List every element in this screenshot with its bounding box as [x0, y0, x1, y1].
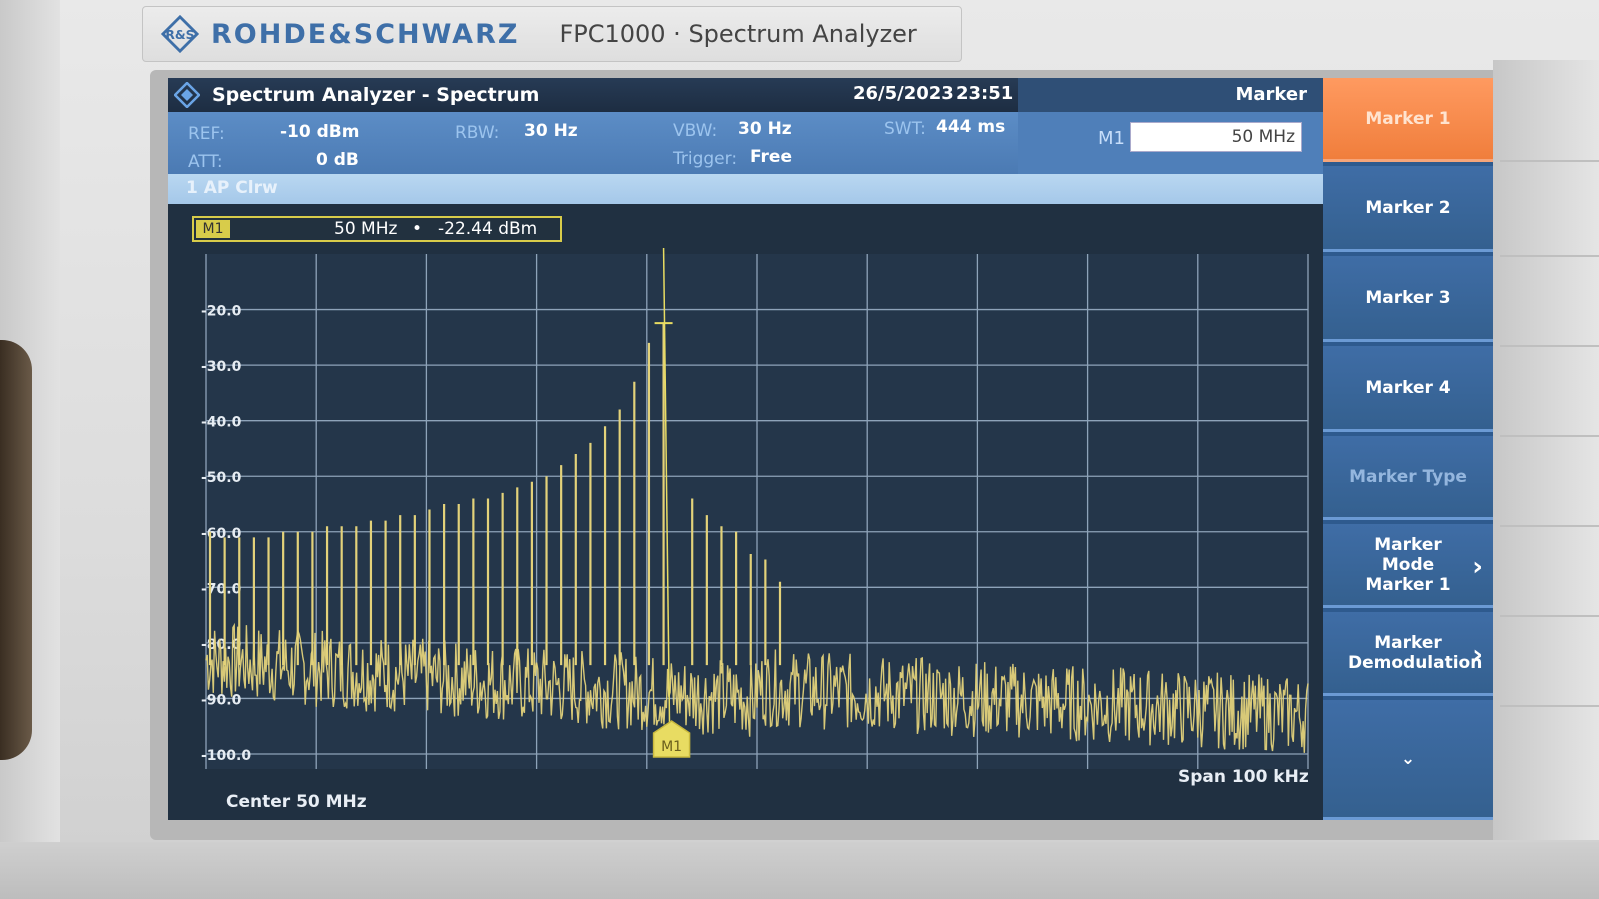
y-tick-label: -20.0 — [201, 304, 242, 320]
softkey-label: Marker 3 — [1365, 287, 1451, 308]
marker-flag-icon[interactable] — [652, 720, 691, 758]
swt-value[interactable]: 444 ms — [936, 117, 1006, 137]
hardkey-divider — [1500, 160, 1599, 162]
date-display: 26/5/2023 — [853, 83, 954, 104]
marker-flag-label: M1 — [661, 739, 682, 755]
device-model: FPC1000 · Spectrum Analyzer — [559, 20, 917, 48]
y-tick-label: -70.0 — [201, 581, 242, 597]
softkey-more-chevron-icon[interactable]: ⌄ — [1323, 700, 1493, 820]
marker-separator: • — [412, 219, 423, 239]
y-tick-label: -100.0 — [201, 748, 251, 764]
device-bezel-right — [1493, 60, 1599, 840]
trace-label: 1 AP Clrw — [186, 178, 278, 198]
hardkey-divider — [1500, 255, 1599, 257]
settings-bar[interactable]: REF: -10 dBm ATT: 0 dB RBW: 30 Hz VBW: 3… — [168, 112, 1018, 174]
device-handle — [0, 340, 32, 760]
softkey-marker-2[interactable]: Marker 2 — [1323, 166, 1493, 252]
trace-info-bar: 1 AP Clrw — [168, 174, 1323, 204]
softkey-label: Marker Demodulation — [1348, 632, 1483, 673]
analyzer-screen: Spectrum Analyzer - Spectrum 26/5/2023 2… — [168, 78, 1493, 820]
vbw-label: VBW: — [673, 121, 718, 141]
y-tick-label: -40.0 — [201, 415, 242, 431]
marker-line[interactable] — [662, 247, 671, 730]
softkey-label: Marker Mode Marker 1 — [1365, 534, 1451, 595]
marker-tag: M1 — [196, 220, 230, 238]
trigger-value[interactable]: Free — [750, 147, 792, 167]
chevron-right-icon: › — [1472, 552, 1483, 582]
chevron-right-icon: › — [1472, 640, 1483, 670]
softkey-label: ⌄ — [1400, 748, 1416, 769]
time-display: 23:51 — [956, 83, 1014, 104]
y-tick-label: -50.0 — [201, 470, 242, 486]
brand-name: ROHDE&SCHWARZ — [211, 18, 520, 50]
softkey-marker-3[interactable]: Marker 3 — [1323, 256, 1493, 342]
m1-frequency-input[interactable]: 50 MHz — [1130, 122, 1302, 152]
rs-logo-icon: R&S — [161, 15, 199, 53]
ref-value[interactable]: -10 dBm — [280, 122, 360, 142]
vbw-value[interactable]: 30 Hz — [738, 119, 792, 139]
hardkey-divider — [1500, 345, 1599, 347]
title-bar: Spectrum Analyzer - Spectrum 26/5/2023 2… — [168, 78, 1323, 112]
marker-level: -22.44 dBm — [438, 219, 538, 239]
ref-label: REF: — [188, 124, 225, 144]
y-tick-label: -30.0 — [201, 359, 242, 375]
marker-readout: M1 50 MHz • -22.44 dBm — [192, 216, 562, 242]
softkey-panel-title: Marker — [1235, 84, 1307, 105]
att-value[interactable]: 0 dB — [316, 150, 359, 170]
hardkey-divider — [1500, 615, 1599, 617]
softkey-label: Marker 1 — [1365, 108, 1451, 129]
swt-label: SWT: — [884, 119, 926, 139]
softkey-marker-4[interactable]: Marker 4 — [1323, 346, 1493, 432]
y-tick-label: -60.0 — [201, 526, 242, 542]
softkey-panel-header: Marker — [1018, 78, 1323, 112]
rbw-value[interactable]: 30 Hz — [524, 121, 578, 141]
softkey-marker-1[interactable]: Marker 1 — [1323, 78, 1493, 162]
y-tick-label: -80.0 — [201, 637, 242, 653]
spectrum-diagram[interactable]: M1 50 MHz • -22.44 dBm -20.0 -30.0 -40.0 -5… — [168, 204, 1323, 820]
softkey-marker-mode-marker-1[interactable]: Marker Mode Marker 1 › — [1323, 524, 1493, 608]
softkey-marker-type: Marker Type — [1323, 436, 1493, 520]
marker-frequency: 50 MHz — [334, 219, 398, 239]
svg-text:R&S: R&S — [165, 28, 194, 42]
softkey-label: Marker 4 — [1365, 377, 1451, 398]
center-frequency-label: Center 50 MHz — [226, 792, 367, 812]
hardkey-divider — [1500, 435, 1599, 437]
softkey-marker-demodulation[interactable]: Marker Demodulation › — [1323, 612, 1493, 696]
app-title: Spectrum Analyzer - Spectrum — [212, 84, 540, 106]
m1-entry-label: M1 — [1098, 128, 1125, 149]
softkey-label: Marker 2 — [1365, 197, 1451, 218]
spectrum-plot[interactable]: -20.0 -30.0 -40.0 -50.0 -60.0 -70.0 -80.0 -90.0… — [168, 244, 1323, 784]
hardkey-divider — [1500, 705, 1599, 707]
softkey-panel: Marker 1 Marker 2 Marker 3 Marker 4 Marker T… — [1323, 78, 1493, 820]
trace-noise-floor — [205, 622, 1309, 753]
device-bezel-bottom — [0, 842, 1599, 899]
y-tick-label: -90.0 — [201, 692, 242, 708]
rbw-label: RBW: — [455, 123, 500, 143]
brand-plate: R&S ROHDE&SCHWARZ FPC1000 · Spectrum Ana… — [142, 6, 962, 62]
softkey-label: Marker Type — [1349, 466, 1467, 487]
trigger-label: Trigger: — [673, 149, 738, 169]
rs-logo-icon — [174, 82, 200, 108]
hardkey-divider — [1500, 525, 1599, 527]
span-label: Span 100 kHz — [1178, 767, 1309, 787]
att-label: ATT: — [188, 152, 223, 172]
